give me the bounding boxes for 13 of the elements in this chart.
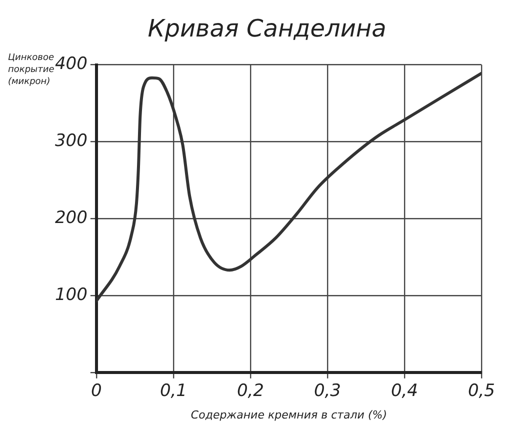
x-tick-label: 0,5 bbox=[468, 381, 496, 402]
x-tick-label: 0,3 bbox=[314, 381, 341, 402]
chart-title: Кривая Санделина bbox=[148, 14, 386, 43]
y-tick-label: 100 bbox=[54, 284, 88, 305]
y-tick-label: 200 bbox=[54, 208, 88, 228]
x-tick-label: 0,2 bbox=[236, 381, 264, 402]
y-tick-label: 300 bbox=[54, 131, 88, 152]
x-tick-label: 0 bbox=[91, 381, 102, 402]
x-tick-label: 0,1 bbox=[160, 381, 187, 402]
x-tick-label: 0,4 bbox=[390, 381, 418, 402]
x-axis-title: Содержание кремния в стали (%) bbox=[190, 408, 387, 422]
y-tick-label: 400 bbox=[54, 54, 88, 74]
y-axis-title: Цинковое покрытие (микрон) bbox=[8, 53, 54, 87]
